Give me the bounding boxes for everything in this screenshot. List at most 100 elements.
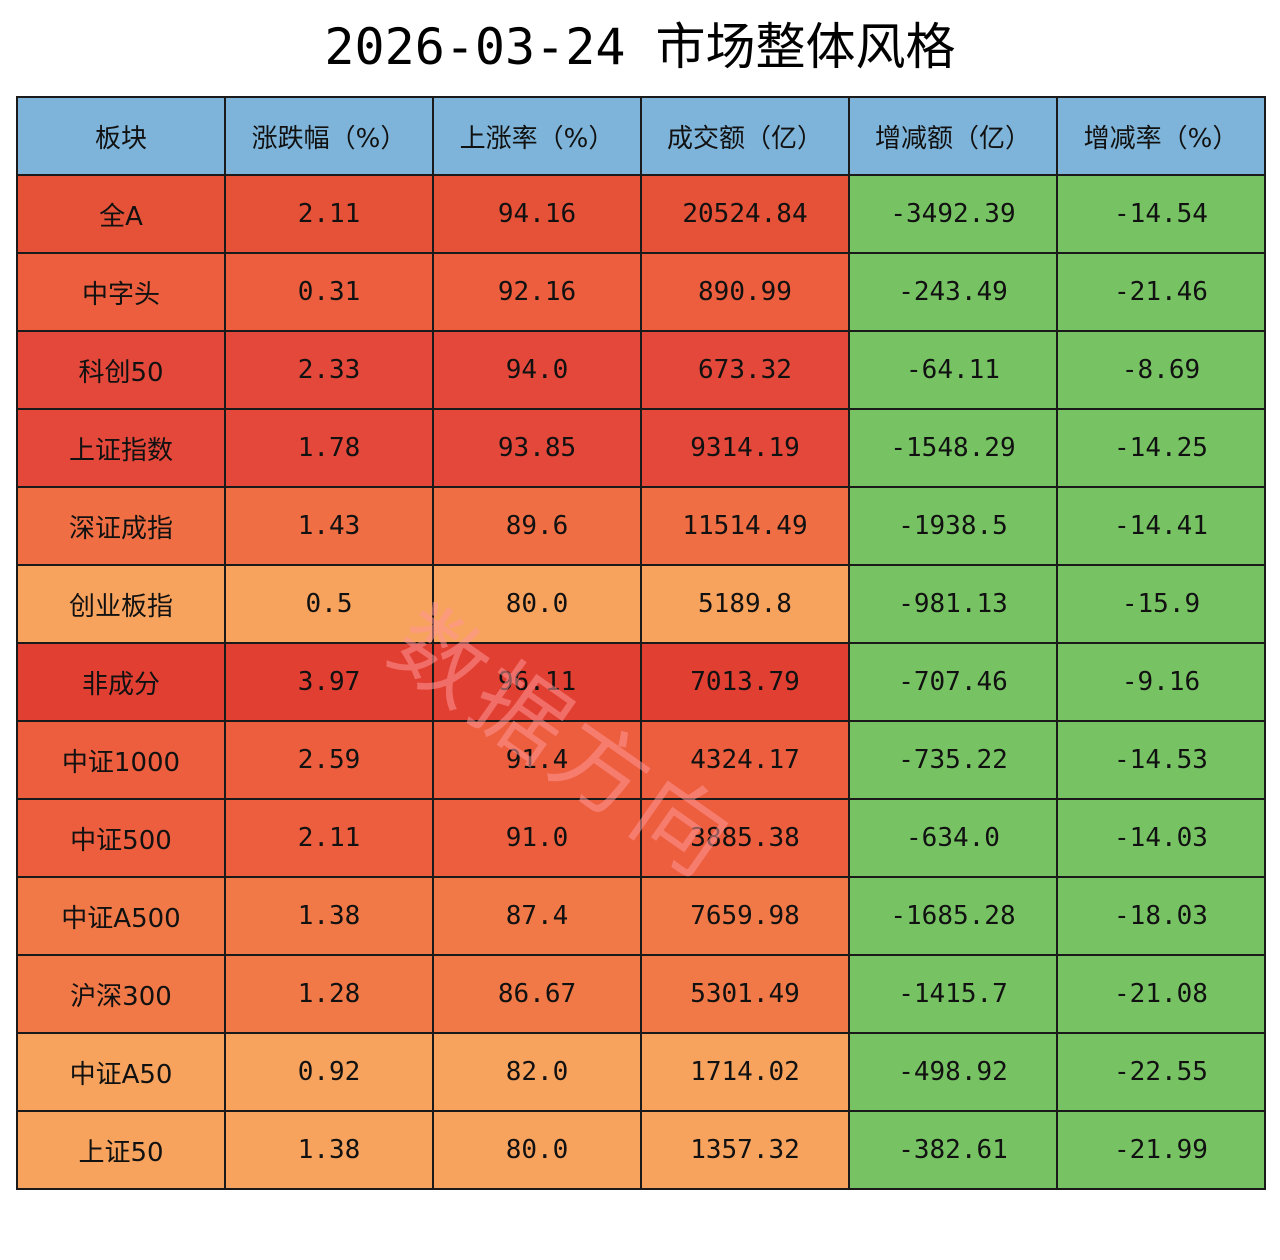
table-cell: 1.28 — [224, 954, 434, 1034]
table-row: 深证成指 1.43 89.6 11514.49 -1938.5 -14.41 — [16, 486, 1266, 566]
table-cell: 7659.98 — [640, 876, 850, 956]
table-cell: -15.9 — [1056, 564, 1266, 644]
column-header: 涨跌幅（%） — [224, 96, 434, 176]
table-cell: 1.38 — [224, 1110, 434, 1190]
table-cell: 92.16 — [432, 252, 642, 332]
table-cell: 5189.8 — [640, 564, 850, 644]
table-cell: 96.11 — [432, 642, 642, 722]
table-row: 中证A50 0.92 82.0 1714.02 -498.92 -22.55 — [16, 1032, 1266, 1112]
table-cell: 86.67 — [432, 954, 642, 1034]
table-cell: 94.16 — [432, 174, 642, 254]
table-cell: 2.11 — [224, 174, 434, 254]
table-cell: 91.4 — [432, 720, 642, 800]
table-row: 沪深300 1.28 86.67 5301.49 -1415.7 -21.08 — [16, 954, 1266, 1034]
column-header: 增减额（亿） — [848, 96, 1058, 176]
sector-label-cell: 非成分 — [16, 642, 226, 722]
column-header: 上涨率（%） — [432, 96, 642, 176]
table-cell: -1938.5 — [848, 486, 1058, 566]
table-cell: 3.97 — [224, 642, 434, 722]
sector-label-cell: 沪深300 — [16, 954, 226, 1034]
chart-title: 2026-03-24 市场整体风格 — [324, 18, 956, 76]
table-cell: 1357.32 — [640, 1110, 850, 1190]
sector-label-cell: 创业板指 — [16, 564, 226, 644]
table-cell: -22.55 — [1056, 1032, 1266, 1112]
table-cell: -14.53 — [1056, 720, 1266, 800]
table-header-row: 板块 涨跌幅（%） 上涨率（%） 成交额（亿） 增减额（亿） 增减率（%） — [16, 96, 1266, 176]
table-cell: -3492.39 — [848, 174, 1058, 254]
table-cell: 0.31 — [224, 252, 434, 332]
table-row: 上证指数 1.78 93.85 9314.19 -1548.29 -14.25 — [16, 408, 1266, 488]
table-cell: 1.43 — [224, 486, 434, 566]
table-cell: 0.5 — [224, 564, 434, 644]
market-style-table: 板块 涨跌幅（%） 上涨率（%） 成交额（亿） 增减额（亿） 增减率（%） 全A… — [16, 96, 1266, 1190]
table-cell: 1.78 — [224, 408, 434, 488]
table-cell: 89.6 — [432, 486, 642, 566]
table-cell: -21.08 — [1056, 954, 1266, 1034]
table-cell: 87.4 — [432, 876, 642, 956]
table-cell: -9.16 — [1056, 642, 1266, 722]
table-cell: 82.0 — [432, 1032, 642, 1112]
sector-label-cell: 中证A50 — [16, 1032, 226, 1112]
table-cell: 2.11 — [224, 798, 434, 878]
table-row: 非成分 3.97 96.11 7013.79 -707.46 -9.16 — [16, 642, 1266, 722]
sector-label-cell: 中字头 — [16, 252, 226, 332]
table-cell: 80.0 — [432, 1110, 642, 1190]
table-cell: -14.03 — [1056, 798, 1266, 878]
table-cell: 4324.17 — [640, 720, 850, 800]
table-cell: 2.59 — [224, 720, 434, 800]
table-cell: 11514.49 — [640, 486, 850, 566]
column-header: 成交额（亿） — [640, 96, 850, 176]
table-cell: 1.38 — [224, 876, 434, 956]
table-cell: 2.33 — [224, 330, 434, 410]
sector-label-cell: 中证500 — [16, 798, 226, 878]
table-cell: -243.49 — [848, 252, 1058, 332]
table-cell: 3885.38 — [640, 798, 850, 878]
table-row: 创业板指 0.5 80.0 5189.8 -981.13 -15.9 — [16, 564, 1266, 644]
table-cell: 5301.49 — [640, 954, 850, 1034]
table-cell: 94.0 — [432, 330, 642, 410]
table-row: 全A 2.11 94.16 20524.84 -3492.39 -14.54 — [16, 174, 1266, 254]
sector-label-cell: 中证1000 — [16, 720, 226, 800]
table-cell: 20524.84 — [640, 174, 850, 254]
column-header: 板块 — [16, 96, 226, 176]
table-row: 上证50 1.38 80.0 1357.32 -382.61 -21.99 — [16, 1110, 1266, 1190]
table-cell: 80.0 — [432, 564, 642, 644]
table-cell: -8.69 — [1056, 330, 1266, 410]
sector-label-cell: 深证成指 — [16, 486, 226, 566]
sector-label-cell: 上证指数 — [16, 408, 226, 488]
table-cell: 93.85 — [432, 408, 642, 488]
table-row: 中字头 0.31 92.16 890.99 -243.49 -21.46 — [16, 252, 1266, 332]
table-cell: 91.0 — [432, 798, 642, 878]
table-cell: -21.99 — [1056, 1110, 1266, 1190]
table-row: 科创50 2.33 94.0 673.32 -64.11 -8.69 — [16, 330, 1266, 410]
table-cell: 1714.02 — [640, 1032, 850, 1112]
sector-label-cell: 中证A500 — [16, 876, 226, 956]
table-row: 中证500 2.11 91.0 3885.38 -634.0 -14.03 — [16, 798, 1266, 878]
table-cell: -498.92 — [848, 1032, 1058, 1112]
table-cell: 673.32 — [640, 330, 850, 410]
sector-label-cell: 科创50 — [16, 330, 226, 410]
table-cell: 7013.79 — [640, 642, 850, 722]
table-cell: -382.61 — [848, 1110, 1058, 1190]
sector-label-cell: 全A — [16, 174, 226, 254]
table-cell: -64.11 — [848, 330, 1058, 410]
table-cell: -981.13 — [848, 564, 1058, 644]
table-cell: -707.46 — [848, 642, 1058, 722]
table-cell: -18.03 — [1056, 876, 1266, 956]
table-row: 中证1000 2.59 91.4 4324.17 -735.22 -14.53 — [16, 720, 1266, 800]
table-cell: -634.0 — [848, 798, 1058, 878]
table-cell: 0.92 — [224, 1032, 434, 1112]
table-cell: -21.46 — [1056, 252, 1266, 332]
table-cell: -1685.28 — [848, 876, 1058, 956]
table-cell: -735.22 — [848, 720, 1058, 800]
table-cell: -14.54 — [1056, 174, 1266, 254]
table-body: 全A 2.11 94.16 20524.84 -3492.39 -14.54 中字头 0.31… — [16, 174, 1266, 1190]
table-cell: 9314.19 — [640, 408, 850, 488]
table-cell: -14.25 — [1056, 408, 1266, 488]
table-row: 中证A500 1.38 87.4 7659.98 -1685.28 -18.03 — [16, 876, 1266, 956]
table-cell: 890.99 — [640, 252, 850, 332]
sector-label-cell: 上证50 — [16, 1110, 226, 1190]
table-cell: -1548.29 — [848, 408, 1058, 488]
table-cell: -14.41 — [1056, 486, 1266, 566]
table-cell: -1415.7 — [848, 954, 1058, 1034]
